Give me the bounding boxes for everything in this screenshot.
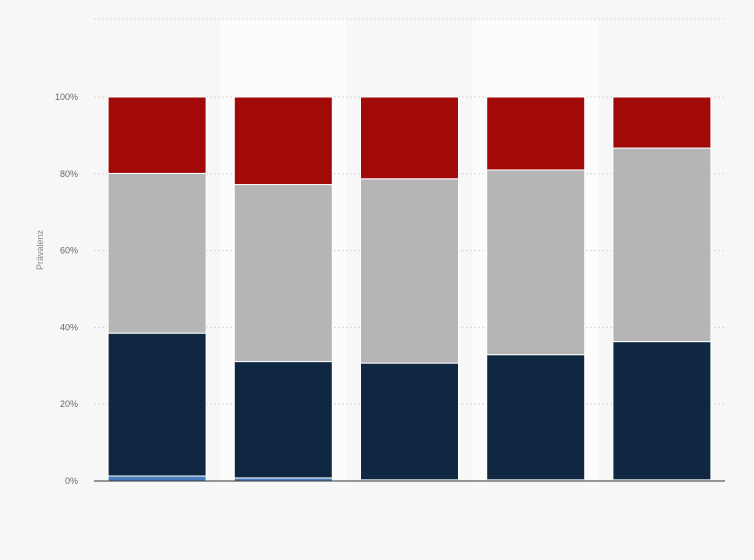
bar-segment-0-1 — [107, 332, 207, 477]
y-tick-label: 20% — [60, 399, 78, 409]
bar-segment-1-1 — [233, 361, 333, 479]
bar-segment-3-3 — [486, 96, 586, 171]
bar-segment-2-3 — [360, 96, 459, 180]
bar-segment-4-2 — [612, 147, 712, 343]
bar-segment-4-1 — [612, 341, 712, 481]
bar-segment-3-1 — [486, 354, 586, 481]
y-tick-label: 0% — [65, 476, 78, 486]
y-tick-label: 40% — [60, 322, 78, 332]
bar-segment-4-3 — [612, 96, 712, 149]
y-tick-label: 80% — [60, 169, 78, 179]
bar-segment-1-3 — [233, 96, 333, 186]
bar-segment-2-2 — [360, 178, 459, 364]
y-tick-label: 60% — [60, 246, 78, 256]
y-axis-label: Prävalenz — [35, 229, 45, 270]
bar-segment-0-3 — [107, 96, 207, 174]
bar-segment-1-2 — [233, 184, 333, 363]
bar-segment-0-2 — [107, 172, 207, 334]
y-axis-ticks: 0% 20% 40% 60% 80% 100% — [55, 92, 78, 486]
bar-segment-3-2 — [486, 169, 586, 356]
bars — [107, 96, 712, 482]
bar-segment-0-0 — [107, 475, 207, 482]
y-tick-label: 100% — [55, 92, 78, 102]
bar-segment-2-1 — [360, 362, 459, 481]
